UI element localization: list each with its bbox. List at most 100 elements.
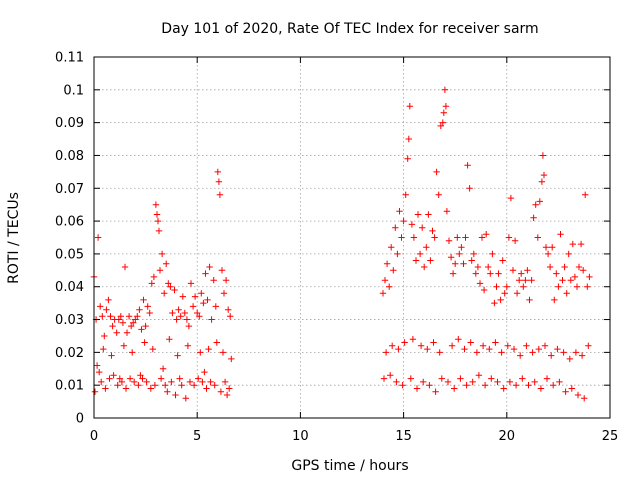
- data-point: [137, 372, 144, 379]
- data-point: [189, 303, 197, 310]
- data-point: [141, 339, 148, 346]
- data-point: [146, 309, 153, 317]
- data-point: [223, 391, 231, 399]
- data-point: [578, 352, 586, 359]
- data-point: [113, 329, 120, 336]
- data-point: [488, 375, 495, 382]
- data-point: [454, 234, 461, 241]
- data-point: [476, 280, 484, 287]
- data-point: [474, 263, 482, 271]
- chart-title: Day 101 of 2020, Rate Of TEC Index for r…: [161, 21, 538, 37]
- data-point: [196, 313, 203, 320]
- x-tick-label: 15: [395, 429, 412, 444]
- data-point: [491, 299, 498, 307]
- data-point: [535, 345, 542, 353]
- data-point: [416, 250, 424, 258]
- data-point: [191, 293, 199, 300]
- data-point: [417, 342, 425, 349]
- data-point: [217, 388, 225, 395]
- data-point: [556, 378, 563, 386]
- data-point: [531, 378, 538, 386]
- data-point: [179, 293, 186, 300]
- data-point: [121, 263, 129, 271]
- data-point: [518, 270, 525, 277]
- data-point: [96, 368, 103, 376]
- data-point: [492, 339, 499, 346]
- data-point: [543, 375, 551, 382]
- data-point: [150, 273, 158, 281]
- data-point: [581, 395, 588, 402]
- data-point: [486, 345, 493, 353]
- data-point: [149, 345, 156, 353]
- data-point: [441, 86, 449, 93]
- data-point: [140, 296, 147, 304]
- data-point: [407, 375, 414, 382]
- data-point: [165, 280, 172, 287]
- data-point: [123, 329, 131, 336]
- data-point: [100, 345, 107, 353]
- data-point: [461, 345, 468, 353]
- data-point: [510, 345, 518, 353]
- data-point: [199, 378, 206, 386]
- data-point: [572, 349, 580, 356]
- data-point: [102, 385, 109, 392]
- data-point: [432, 388, 439, 395]
- data-point: [495, 270, 502, 277]
- data-point: [451, 385, 458, 392]
- data-point: [549, 244, 556, 251]
- x-axis-label: GPS time / hours: [291, 458, 408, 474]
- y-tick-label: 0.08: [55, 149, 84, 164]
- data-point: [93, 362, 101, 369]
- data-point: [215, 178, 223, 185]
- data-point: [110, 372, 117, 379]
- data-point: [464, 162, 471, 169]
- data-point: [380, 375, 388, 382]
- data-point: [143, 378, 150, 386]
- data-point: [142, 322, 149, 330]
- data-point: [567, 277, 574, 284]
- data-point: [503, 283, 510, 290]
- data-point: [214, 168, 221, 176]
- data-point: [493, 283, 500, 290]
- data-point: [164, 388, 171, 395]
- data-point: [466, 185, 473, 192]
- data-point: [220, 290, 228, 297]
- data-point: [218, 267, 226, 274]
- data-point: [148, 280, 155, 287]
- data-point: [529, 349, 536, 356]
- data-point: [534, 234, 541, 241]
- data-point: [163, 260, 170, 267]
- data-point: [475, 372, 483, 379]
- data-point: [128, 322, 135, 330]
- data-point: [206, 263, 213, 271]
- data-point: [517, 352, 524, 359]
- data-point: [548, 352, 555, 359]
- data-point: [522, 277, 529, 284]
- data-point: [561, 263, 568, 271]
- data-point: [485, 263, 492, 271]
- data-point: [398, 234, 405, 241]
- data-point: [498, 349, 505, 356]
- data-point: [151, 382, 159, 389]
- data-point: [537, 385, 545, 392]
- data-point: [396, 208, 403, 215]
- data-point: [504, 342, 511, 349]
- data-point: [152, 201, 160, 208]
- data-point: [448, 342, 456, 349]
- data-point: [553, 270, 560, 277]
- x-tick-label: 10: [292, 429, 309, 444]
- data-point: [210, 277, 217, 284]
- data-point: [500, 385, 507, 392]
- data-point: [91, 388, 99, 395]
- data-point: [154, 217, 162, 225]
- data-point: [386, 283, 393, 290]
- data-point: [520, 283, 527, 290]
- data-point: [402, 191, 409, 198]
- data-point: [136, 306, 143, 313]
- data-point: [208, 316, 215, 323]
- data-point: [526, 296, 533, 304]
- data-point: [159, 365, 167, 372]
- data-point: [469, 378, 476, 386]
- y-axis-label: ROTI / TECUs: [6, 192, 22, 284]
- x-tick-label: 0: [90, 429, 98, 444]
